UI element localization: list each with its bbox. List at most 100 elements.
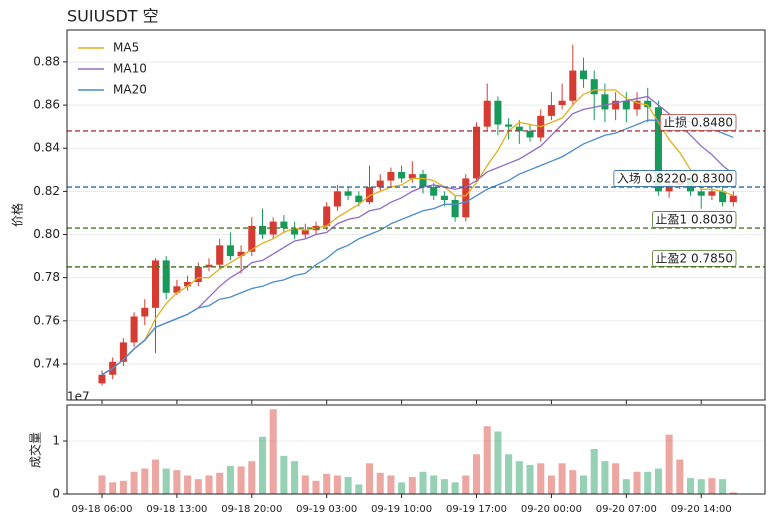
candle-body: [612, 100, 620, 110]
candle-body: [515, 126, 523, 131]
volume-bar: [98, 475, 106, 494]
candle-body: [98, 374, 106, 384]
volume-bar: [216, 472, 224, 494]
volume-bar: [269, 409, 277, 494]
volume-bar: [622, 479, 630, 494]
candle-body: [151, 260, 160, 308]
candle-body: [205, 264, 213, 267]
candle-body: [323, 206, 331, 226]
x-tick-label: 09-19 17:00: [446, 504, 507, 515]
volume-bar: [708, 478, 716, 494]
legend-label: MA20: [113, 83, 147, 97]
volume-bar: [654, 468, 662, 494]
candle-body: [248, 225, 256, 252]
volume-bar: [537, 463, 545, 494]
volume-bar: [109, 482, 117, 494]
candle-body: [333, 191, 341, 207]
candle-body: [494, 100, 502, 125]
x-tick-label: 09-18 20:00: [221, 504, 282, 515]
volume-bar: [130, 471, 138, 494]
candle-body: [440, 195, 448, 201]
volume-bar: [547, 475, 555, 494]
volume-bar: [601, 461, 609, 494]
volume-bar: [472, 454, 481, 494]
x-tick-label: 09-19 10:00: [371, 504, 432, 515]
level-label-box: [652, 211, 737, 228]
candle-body: [269, 221, 277, 235]
volume-bar: [151, 459, 160, 494]
x-tick-label: 09-18 06:00: [71, 504, 132, 515]
candle-body: [462, 178, 470, 218]
candle-body: [697, 191, 705, 196]
candle-body: [654, 107, 662, 192]
candle-body: [622, 100, 630, 110]
level-label: 入场 0.8220-0.8300: [617, 172, 733, 186]
candle-body: [708, 191, 716, 196]
volume-bar: [387, 475, 395, 494]
candle-body: [419, 174, 427, 188]
volume-bar: [419, 471, 427, 494]
y-axis-label: 价格: [10, 203, 25, 227]
candle-body: [398, 171, 406, 179]
candle-body: [280, 221, 288, 229]
candle-body: [344, 191, 352, 196]
x-tick-label: 09-18 13:00: [146, 504, 207, 515]
candle-body: [226, 245, 234, 257]
x-tick-label: 09-20 00:00: [521, 504, 582, 515]
candle-body: [258, 225, 267, 235]
volume-bar: [173, 470, 181, 494]
volume-bar: [676, 459, 684, 494]
volume-bar: [162, 468, 170, 494]
volume-bar: [248, 461, 256, 494]
candle-body: [472, 126, 481, 179]
volume-bar: [665, 434, 673, 494]
candle-body: [162, 260, 170, 293]
volume-bar: [323, 473, 331, 494]
volume-bar: [408, 477, 416, 494]
y-tick-label: 0.86: [33, 98, 60, 112]
y-tick-label: 0.82: [33, 184, 60, 198]
volume-bar: [398, 482, 406, 494]
legend-label: MA10: [113, 62, 147, 76]
volume-bar: [205, 475, 213, 494]
volume-bar: [505, 454, 513, 494]
candle-body: [579, 70, 588, 80]
legend-label: MA5: [113, 41, 139, 55]
candle-body: [665, 184, 673, 192]
volume-bar: [462, 475, 470, 494]
volume-bar: [237, 466, 245, 494]
y-tick-label: 0.76: [33, 313, 60, 327]
volume-bar: [430, 475, 438, 494]
level-label-box: [652, 249, 737, 267]
level-label-box: [659, 114, 737, 131]
volume-bar: [226, 465, 234, 494]
candle-body: [483, 100, 491, 127]
volume-bar: [312, 480, 320, 494]
x-tick-label: 09-19 03:00: [296, 504, 357, 515]
volume-bar: [440, 479, 448, 494]
candle-body: [633, 100, 641, 110]
y-tick-label: 1: [52, 434, 60, 448]
ma-line: [101, 89, 734, 376]
volume-bar: [697, 479, 705, 494]
ma-line: [101, 95, 734, 376]
candle-body: [590, 79, 598, 95]
candle-body: [173, 286, 181, 293]
volume-bar: [376, 472, 384, 494]
volume-bar: [355, 484, 363, 494]
candle-body: [408, 174, 416, 179]
candle-body: [430, 187, 438, 196]
level-label-box: [613, 170, 737, 187]
volume-bar: [194, 479, 202, 494]
volume-bar: [644, 471, 652, 494]
y-tick-label: 0.88: [33, 54, 60, 68]
candle-body: [558, 100, 566, 106]
level-label: 止损 0.8480: [663, 115, 733, 129]
volume-bar: [451, 482, 459, 494]
candle-body: [216, 245, 224, 265]
candle-body: [526, 130, 534, 138]
volume-bar: [291, 461, 299, 494]
candle-body: [130, 316, 138, 343]
volume-bar: [719, 479, 727, 494]
